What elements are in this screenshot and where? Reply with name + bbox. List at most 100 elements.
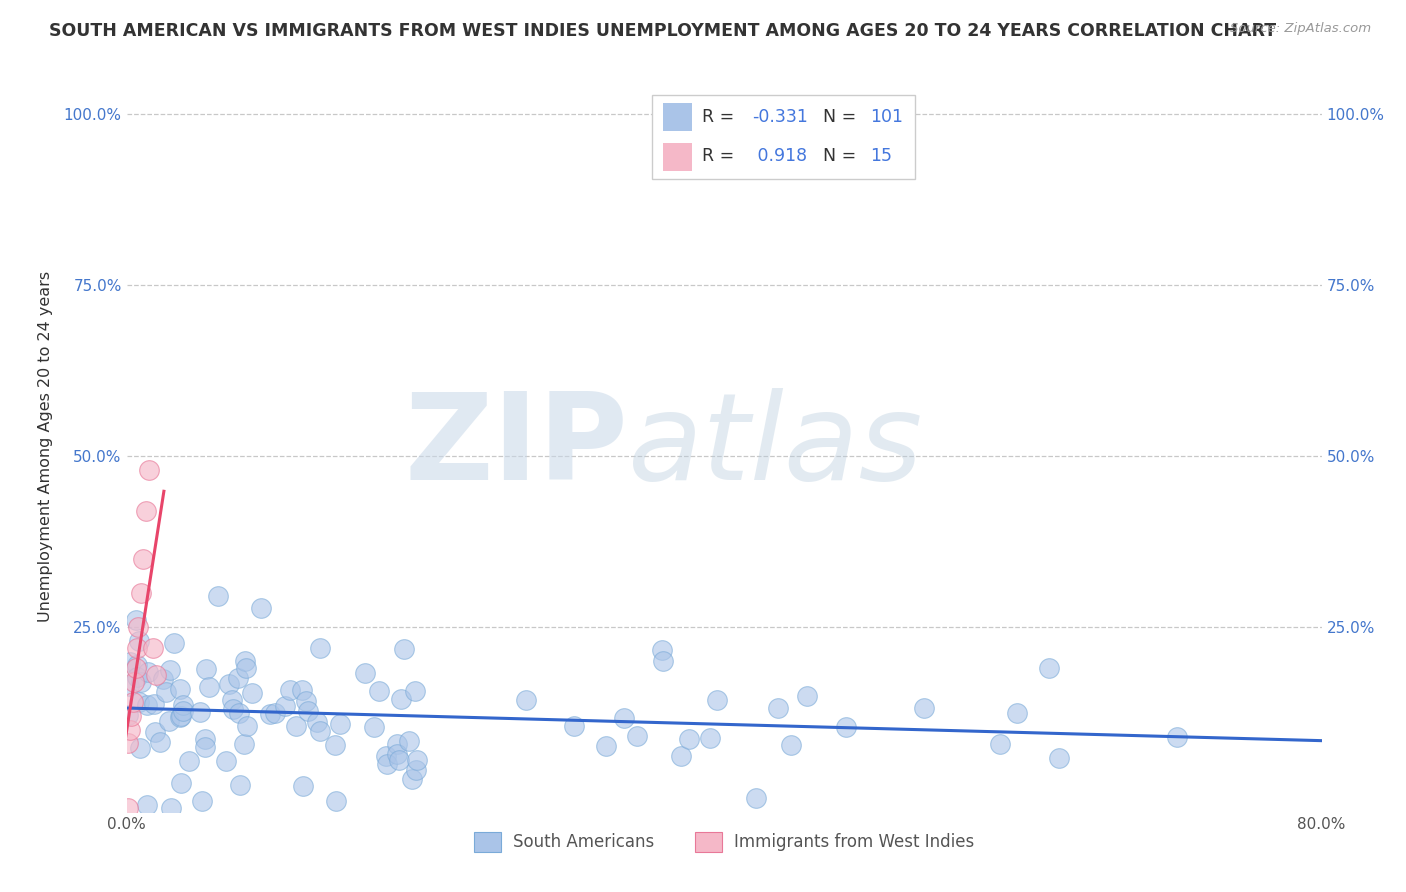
Point xyxy=(194,740,217,755)
Point xyxy=(120,709,142,723)
Point xyxy=(172,704,194,718)
Point xyxy=(143,725,166,739)
Text: atlas: atlas xyxy=(628,387,924,505)
Point xyxy=(278,683,301,698)
Point xyxy=(221,692,243,706)
Point xyxy=(368,684,391,698)
Point xyxy=(142,697,165,711)
Legend: South Americans, Immigrants from West Indies: South Americans, Immigrants from West In… xyxy=(468,826,980,858)
Point xyxy=(678,732,700,747)
Point xyxy=(152,673,174,687)
Point xyxy=(179,754,201,768)
Point xyxy=(1166,731,1188,745)
Point xyxy=(374,748,396,763)
Point xyxy=(172,698,194,712)
Point xyxy=(157,714,180,728)
Point xyxy=(263,706,285,720)
Point xyxy=(149,735,172,749)
Point xyxy=(353,666,375,681)
Point xyxy=(1005,706,1028,720)
Point xyxy=(118,679,141,693)
Point xyxy=(195,663,218,677)
Point xyxy=(229,778,252,792)
Point xyxy=(796,689,818,703)
Point xyxy=(363,721,385,735)
Point xyxy=(835,721,858,735)
Point xyxy=(912,701,935,715)
Point xyxy=(323,738,346,752)
Point xyxy=(124,613,146,627)
Point xyxy=(155,685,177,699)
Point xyxy=(125,640,148,655)
Point xyxy=(191,795,214,809)
Point xyxy=(292,780,315,794)
Point xyxy=(160,801,183,815)
Point xyxy=(706,693,728,707)
Point xyxy=(117,707,139,722)
Point xyxy=(595,739,617,753)
Point xyxy=(1038,661,1060,675)
Point xyxy=(117,801,139,815)
Point xyxy=(136,698,159,713)
Point xyxy=(142,640,165,655)
Point xyxy=(398,733,420,747)
Point xyxy=(136,797,159,812)
Point xyxy=(295,693,318,707)
Y-axis label: Unemployment Among Ages 20 to 24 years: Unemployment Among Ages 20 to 24 years xyxy=(38,270,52,622)
Point xyxy=(170,708,193,723)
Point xyxy=(128,695,150,709)
Point xyxy=(780,738,803,752)
Point xyxy=(766,701,789,715)
Point xyxy=(136,665,159,679)
Point xyxy=(131,586,153,600)
Point xyxy=(404,684,426,698)
Point xyxy=(124,661,146,675)
Point xyxy=(129,674,152,689)
Point xyxy=(389,691,412,706)
Point xyxy=(222,702,245,716)
Point xyxy=(128,741,150,756)
Text: SOUTH AMERICAN VS IMMIGRANTS FROM WEST INDIES UNEMPLOYMENT AMONG AGES 20 TO 24 Y: SOUTH AMERICAN VS IMMIGRANTS FROM WEST I… xyxy=(49,22,1277,40)
Point xyxy=(651,643,673,657)
Point xyxy=(215,754,238,768)
Point xyxy=(285,719,308,733)
Point xyxy=(562,718,585,732)
Point xyxy=(207,589,229,603)
Point xyxy=(169,709,191,723)
Point xyxy=(309,640,332,655)
Point xyxy=(405,763,427,777)
Point xyxy=(388,753,411,767)
Point xyxy=(259,706,281,721)
Point xyxy=(128,633,150,648)
Point xyxy=(385,737,408,751)
Point xyxy=(135,504,157,518)
Point xyxy=(699,731,721,745)
Text: ZIP: ZIP xyxy=(405,387,628,505)
Point xyxy=(1047,751,1070,765)
Point xyxy=(188,705,211,719)
Point xyxy=(132,551,155,566)
Point xyxy=(228,706,250,720)
Point xyxy=(121,695,143,709)
Point xyxy=(250,600,273,615)
Point xyxy=(990,737,1012,751)
Point xyxy=(125,669,148,683)
Point xyxy=(235,719,257,733)
Point xyxy=(159,663,181,677)
Point xyxy=(669,749,692,764)
Point xyxy=(122,674,145,689)
Point xyxy=(291,683,314,698)
Point xyxy=(145,668,167,682)
Text: Source: ZipAtlas.com: Source: ZipAtlas.com xyxy=(1230,22,1371,36)
Point xyxy=(235,654,257,668)
Point xyxy=(118,723,141,737)
Point xyxy=(329,717,352,731)
Point xyxy=(232,737,254,751)
Point xyxy=(127,620,149,634)
Point xyxy=(325,794,347,808)
Point xyxy=(375,757,398,772)
Point xyxy=(228,671,250,685)
Point xyxy=(297,705,319,719)
Point xyxy=(307,714,329,729)
Point xyxy=(138,463,160,477)
